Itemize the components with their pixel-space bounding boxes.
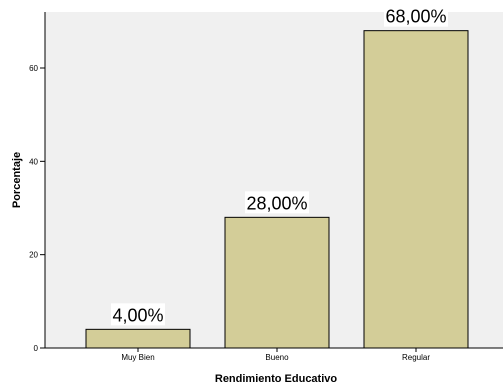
y-tick-label-0: 0 xyxy=(34,344,39,353)
data-label-bg-regular xyxy=(384,4,448,27)
bar-bueno xyxy=(224,216,330,349)
y-axis-title: Porcentaje xyxy=(11,152,23,208)
bar-regular xyxy=(363,30,469,349)
bar-muy-bien xyxy=(85,328,191,349)
x-tick-label-regular: Regular xyxy=(402,353,430,362)
bars-layer xyxy=(85,30,469,349)
x-axis-title: Rendimiento Educativo xyxy=(215,373,338,385)
y-tick-label-60: 60 xyxy=(29,64,38,73)
y-tick-label-20: 20 xyxy=(29,251,38,260)
data-label-muy-bien: 4,00% xyxy=(112,305,163,325)
data-label-bg-bueno xyxy=(245,191,309,214)
data-label-bg-muy-bien xyxy=(111,303,165,326)
x-tick-label-bueno: Bueno xyxy=(265,353,289,362)
data-label-regular: 68,00% xyxy=(385,7,446,27)
x-ticks-layer: Muy Bien Bueno Regular xyxy=(121,348,430,362)
data-label-bueno: 28,00% xyxy=(246,193,307,213)
y-ticks-layer: 0 20 40 60 xyxy=(29,64,45,353)
y-tick-label-40: 40 xyxy=(29,157,38,166)
x-tick-label-muy-bien: Muy Bien xyxy=(121,353,154,362)
data-labels-layer: 4,00% 28,00% 68,00% xyxy=(111,4,448,326)
